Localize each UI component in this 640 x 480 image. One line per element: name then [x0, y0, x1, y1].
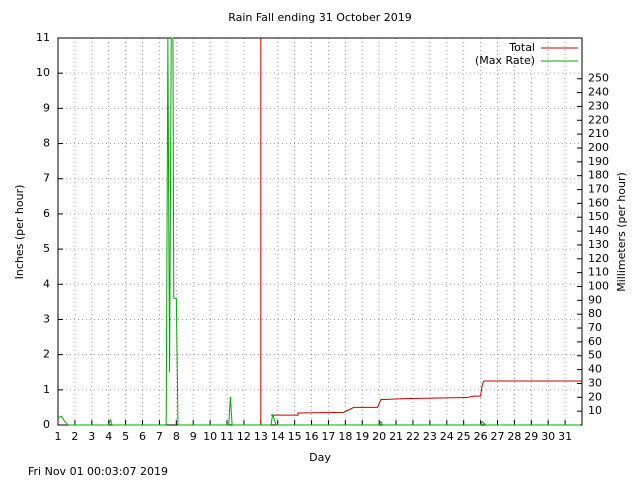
x-tick-label: 28: [507, 430, 521, 443]
y-tick-label: 9: [43, 101, 50, 114]
x-tick-label: 2: [71, 430, 78, 443]
y2-tick-label: 70: [588, 321, 602, 334]
x-tick-label: 6: [139, 430, 146, 443]
y2-tick-label: 210: [588, 127, 609, 140]
y2-tick-label: 90: [588, 293, 602, 306]
chart-title: Rain Fall ending 31 October 2019: [228, 11, 412, 24]
y2-tick-label: 140: [588, 224, 609, 237]
y2-tick-label: 110: [588, 266, 609, 279]
x-tick-label: 30: [541, 430, 555, 443]
y2-tick-label: 30: [588, 376, 602, 389]
y-tick-label: 10: [36, 66, 50, 79]
series-line: [57, 37, 581, 426]
y2-tick-label: 120: [588, 252, 609, 265]
y-tick-label: 0: [43, 418, 50, 431]
x-tick-label: 18: [338, 430, 352, 443]
y-tick-label: 8: [43, 137, 50, 150]
x-tick-label: 24: [440, 430, 454, 443]
x-tick-label: 16: [305, 430, 319, 443]
y2-tick-label: 130: [588, 238, 609, 251]
x-tick-label: 12: [237, 430, 251, 443]
y2-tick-label: 180: [588, 169, 609, 182]
x-tick-label: 19: [355, 430, 369, 443]
y2-tick-label: 190: [588, 155, 609, 168]
y2-tick-label: 170: [588, 183, 609, 196]
x-tick-label: 25: [457, 430, 471, 443]
y2-tick-label: 10: [588, 404, 602, 417]
x-tick-label: 27: [490, 430, 504, 443]
y-tick-label: 11: [36, 31, 50, 44]
y-tick-label: 4: [43, 277, 50, 290]
x-tick-label: 20: [372, 430, 386, 443]
x-tick-label: 17: [321, 430, 335, 443]
x-tick-label: 22: [406, 430, 420, 443]
x-tick-label: 4: [105, 430, 112, 443]
y2-tick-label: 100: [588, 279, 609, 292]
x-tick-label: 11: [220, 430, 234, 443]
x-axis-label: Day: [309, 451, 331, 464]
x-tick-label: 29: [524, 430, 538, 443]
y-tick-label: 7: [43, 172, 50, 185]
x-tick-label: 5: [122, 430, 129, 443]
x-tick-label: 8: [173, 430, 180, 443]
x-tick-label: 14: [271, 430, 285, 443]
legend-label: Total: [508, 41, 535, 54]
x-tick-label: 9: [190, 430, 197, 443]
x-tick-label: 23: [423, 430, 437, 443]
x-tick-label: 7: [156, 430, 163, 443]
y2-tick-label: 80: [588, 307, 602, 320]
y2-tick-label: 40: [588, 363, 602, 376]
footer: Fri Nov 01 00:03:07 2019: [28, 465, 168, 478]
y2-tick-label: 230: [588, 99, 609, 112]
y-axis-label: Inches (per hour): [13, 185, 26, 280]
x-tick-label: 3: [88, 430, 95, 443]
legend-label: (Max Rate): [475, 54, 535, 67]
y2-tick-label: 250: [588, 72, 609, 85]
series-line: [270, 380, 582, 416]
y2-tick-label: 20: [588, 390, 602, 403]
y2-tick-label: 160: [588, 196, 609, 209]
y2-tick-label: 60: [588, 335, 602, 348]
y-tick-label: 1: [43, 383, 50, 396]
y-tick-label: 6: [43, 207, 50, 220]
y2-tick-label: 220: [588, 113, 609, 126]
x-tick-label: 31: [558, 430, 572, 443]
x-tick-label: 1: [55, 430, 62, 443]
x-tick-label: 26: [474, 430, 488, 443]
y2-tick-label: 50: [588, 349, 602, 362]
y-tick-label: 2: [43, 348, 50, 361]
y2-tick-label: 200: [588, 141, 609, 154]
x-tick-label: 13: [254, 430, 268, 443]
y2-tick-label: 240: [588, 86, 609, 99]
x-tick-label: 10: [203, 430, 217, 443]
y-tick-label: 3: [43, 312, 50, 325]
y-tick-label: 5: [43, 242, 50, 255]
y2-tick-label: 150: [588, 210, 609, 223]
y2-axis-label: Millimeters (per hour): [615, 172, 628, 292]
x-tick-label: 15: [288, 430, 302, 443]
x-tick-label: 21: [389, 430, 403, 443]
plot-frame: [57, 37, 583, 426]
